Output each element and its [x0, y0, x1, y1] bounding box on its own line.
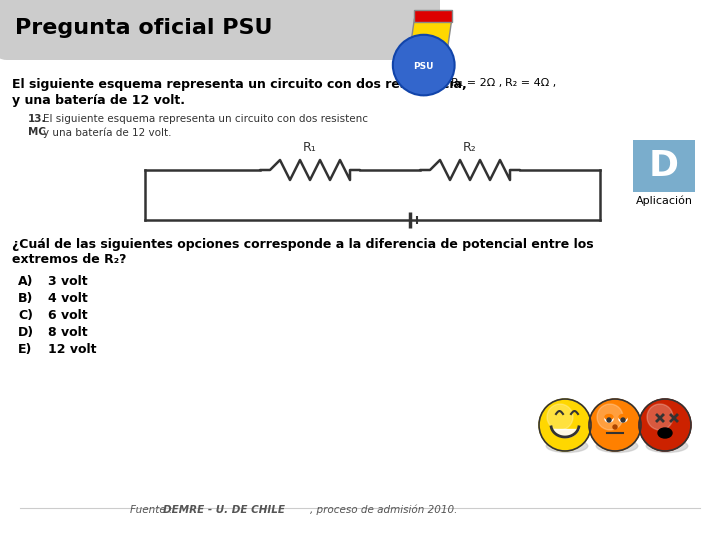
Polygon shape [405, 19, 452, 84]
Bar [633, 140, 695, 192]
Text: R₂: R₂ [463, 141, 477, 154]
Ellipse shape [658, 428, 672, 438]
Circle shape [647, 404, 673, 430]
Polygon shape [405, 84, 442, 96]
Bar [0, 0, 440, 55]
Text: y una batería de 12 volt.: y una batería de 12 volt. [43, 127, 171, 138]
Text: 4 volt: 4 volt [48, 292, 88, 305]
Text: MC: MC [28, 127, 46, 137]
Circle shape [613, 425, 617, 429]
Text: C): C) [18, 309, 33, 322]
Text: 3 volt: 3 volt [48, 275, 88, 288]
Ellipse shape [619, 416, 627, 422]
Text: Aplicación: Aplicación [636, 196, 693, 206]
Ellipse shape [596, 440, 638, 453]
Text: Pregunta oficial PSU: Pregunta oficial PSU [15, 17, 272, 37]
Text: R₁: R₁ [303, 141, 317, 154]
Text: y una batería de 12 volt.: y una batería de 12 volt. [12, 94, 185, 107]
Ellipse shape [605, 415, 613, 420]
Circle shape [597, 404, 623, 430]
Circle shape [621, 418, 625, 422]
Text: extremos de R₂?: extremos de R₂? [12, 253, 127, 266]
Circle shape [589, 399, 641, 451]
Text: ¿Cuál de las siguientes opciones corresponde a la diferencia de potencial entre : ¿Cuál de las siguientes opciones corresp… [12, 238, 593, 251]
Text: DEMRE - U. DE CHILE: DEMRE - U. DE CHILE [163, 505, 285, 515]
Text: A): A) [18, 275, 34, 288]
Ellipse shape [647, 440, 688, 453]
Text: E): E) [18, 343, 32, 356]
Circle shape [393, 35, 454, 96]
Text: R₁ = 2Ω ,: R₁ = 2Ω , [451, 78, 503, 88]
Text: El siguiente esquema representa un circuito con dos resistenc: El siguiente esquema representa un circu… [43, 114, 368, 124]
Circle shape [639, 399, 691, 451]
Text: 13.: 13. [28, 114, 47, 124]
Text: R₂ = 4Ω ,: R₂ = 4Ω , [505, 78, 557, 88]
Text: 6 volt: 6 volt [48, 309, 88, 322]
Circle shape [607, 418, 611, 422]
Ellipse shape [605, 416, 613, 422]
Ellipse shape [546, 440, 588, 453]
Text: 12 volt: 12 volt [48, 343, 96, 356]
Text: Fuente :: Fuente : [130, 505, 176, 515]
Ellipse shape [619, 415, 627, 420]
Text: B): B) [18, 292, 33, 305]
Circle shape [539, 399, 591, 451]
Text: D): D) [18, 326, 34, 339]
FancyBboxPatch shape [0, 0, 435, 60]
Text: 8 volt: 8 volt [48, 326, 88, 339]
Text: PSU: PSU [413, 63, 434, 71]
Text: , proceso de admisión 2010.: , proceso de admisión 2010. [310, 504, 457, 515]
Circle shape [547, 404, 573, 430]
Text: D: D [649, 149, 679, 183]
Polygon shape [415, 10, 452, 22]
Text: El siguiente esquema representa un circuito con dos resistencia,: El siguiente esquema representa un circu… [12, 78, 467, 91]
